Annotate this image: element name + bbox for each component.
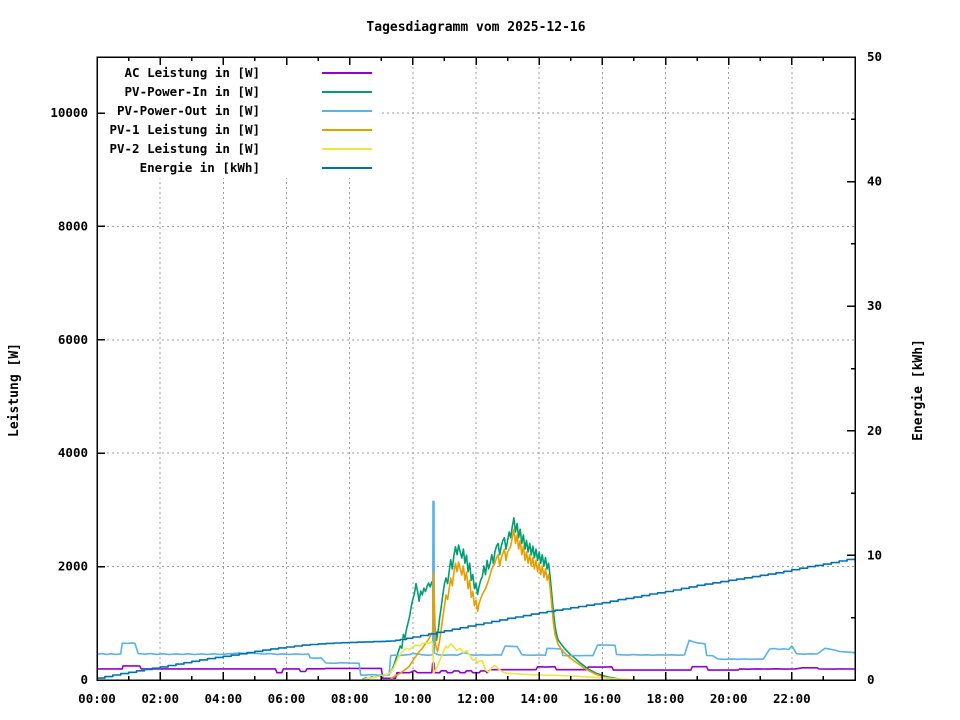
y-tick-label: 10000 <box>50 105 88 120</box>
axes-layer: 00:00 02:00 04:00 06:00 08:00 10:00 12:00 14:00… <box>50 49 882 706</box>
grid-layer <box>97 57 855 680</box>
x-tick-label: 18:00 <box>647 691 685 706</box>
y2-tick-label: 40 <box>867 174 882 189</box>
y-axis-label: Leistung [W] <box>7 343 22 437</box>
legend-label-pv-power-out-in-w: PV-Power-Out in [W] <box>117 103 260 118</box>
series-layer <box>96 500 856 681</box>
y-tick-label: 0 <box>80 672 88 687</box>
series-line-pv-2-leistung-in-w <box>362 640 634 681</box>
x-tick-label: 14:00 <box>520 691 558 706</box>
y2-tick-label: 10 <box>867 547 882 562</box>
x-tick-label: 04:00 <box>205 691 243 706</box>
legend-label-pv-power-in-in-w: PV-Power-In in [W] <box>125 84 260 99</box>
chart-title: Tagesdiagramm vom 2025-12-16 <box>366 20 585 35</box>
series-line-ac-leistung-in-w <box>97 662 856 680</box>
legend-label-pv-2-leistung-in-w: PV-2 Leistung in [W] <box>109 141 260 156</box>
x-tick-label: 16:00 <box>584 691 622 706</box>
legend-background <box>104 61 382 178</box>
x-tick-label: 06:00 <box>268 691 306 706</box>
legend-label-energie-in-kwh: Energie in [kWh] <box>140 160 260 175</box>
legend-label-ac-leistung-in-w: AC Leistung in [W] <box>125 65 260 80</box>
y2-axis-label: Energie [kWh] <box>911 339 926 441</box>
y2-tick-label: 0 <box>867 672 875 687</box>
y-tick-label: 2000 <box>58 559 88 574</box>
x-tick-label: 08:00 <box>331 691 369 706</box>
y2-tick-label: 20 <box>867 423 882 438</box>
y-tick-label: 8000 <box>58 218 88 233</box>
series-line-pv-power-in-in-w <box>361 517 628 681</box>
x-tick-label: 10:00 <box>394 691 432 706</box>
legend-layer: AC Leistung in [W] PV-Power-In in [W] PV-P… <box>104 61 382 178</box>
x-tick-label: 00:00 <box>78 691 116 706</box>
series-line-pv-1-leistung-in-w <box>390 528 622 681</box>
x-tick-label: 12:00 <box>457 691 495 706</box>
y2-tick-label: 50 <box>867 49 882 64</box>
legend-label-pv-1-leistung-in-w: PV-1 Leistung in [W] <box>109 122 260 137</box>
x-tick-label: 20:00 <box>710 691 748 706</box>
series-line-energie-in-kwh <box>97 557 856 679</box>
x-tick-label: 22:00 <box>773 691 811 706</box>
y-tick-label: 6000 <box>58 332 88 347</box>
y2-tick-label: 30 <box>867 298 882 313</box>
y-tick-label: 4000 <box>58 445 88 460</box>
x-tick-label: 02:00 <box>141 691 179 706</box>
